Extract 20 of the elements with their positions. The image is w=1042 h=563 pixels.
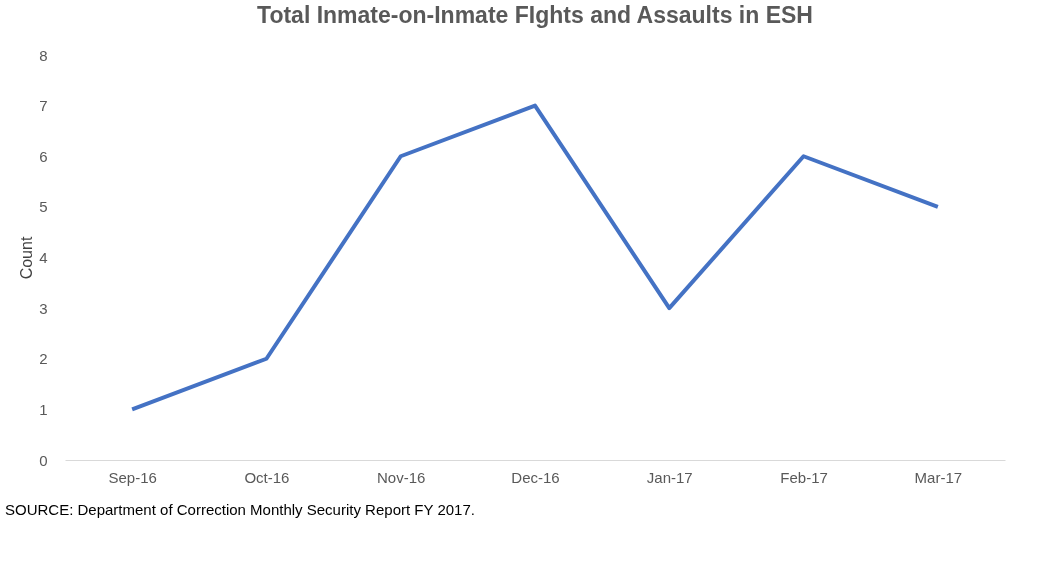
y-tick-label: 1 — [39, 400, 48, 418]
x-tick-label: Dec-16 — [511, 468, 560, 486]
x-tick-label: Feb-17 — [780, 468, 828, 486]
y-tick-label: 0 — [39, 451, 48, 469]
y-tick-label: 6 — [39, 147, 48, 165]
x-tick-label: Sep-16 — [108, 468, 157, 486]
y-axis-title: Count — [18, 236, 36, 280]
y-tick-label: 2 — [39, 350, 48, 368]
source-note: SOURCE: Department of Correction Monthly Security Report FY 2017. — [5, 501, 475, 518]
y-tick-label: 3 — [39, 299, 48, 317]
y-tick-label: 7 — [39, 97, 48, 115]
x-tick-label: Jan-17 — [646, 468, 693, 486]
chart-title: Total Inmate-on-Inmate FIghts and Assaults in ESH — [257, 2, 813, 28]
y-tick-label: 4 — [39, 249, 48, 266]
x-tick-label: Oct-16 — [244, 468, 290, 486]
y-tick-label: 5 — [39, 198, 48, 216]
x-tick-label: Nov-16 — [377, 468, 426, 486]
line-series — [130, 103, 940, 412]
y-tick-label: 8 — [39, 46, 48, 64]
x-tick-label: Mar-17 — [914, 468, 963, 486]
